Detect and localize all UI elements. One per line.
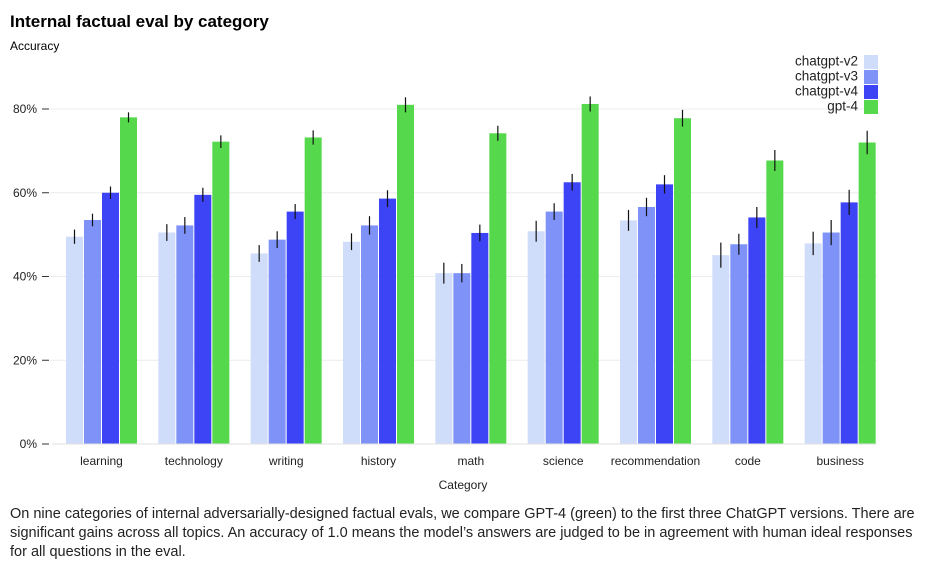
- bar-chatgpt-v3-learning: [84, 219, 101, 444]
- bar-chatgpt-v2-writing: [250, 253, 268, 444]
- bar-chatgpt-v4-science: [563, 182, 581, 444]
- bar-chatgpt-v2-technology: [158, 232, 176, 444]
- x-tick-label: writing: [268, 454, 304, 468]
- bar-chatgpt-v2-recommendation: [620, 220, 637, 444]
- chart-caption: On nine categories of internal adversari…: [10, 506, 915, 560]
- bar-gpt-4-history: [397, 104, 414, 444]
- y-axis-label: Accuracy: [10, 39, 60, 53]
- x-tick-label: code: [735, 454, 761, 468]
- bar-gpt-4-business: [858, 142, 876, 444]
- chart-title: Internal factual eval by category: [10, 12, 269, 31]
- bar-chatgpt-v4-writing: [286, 211, 304, 444]
- bar-chatgpt-v3-technology: [176, 225, 194, 444]
- x-tick-label: business: [816, 454, 863, 468]
- bar-gpt-4-math: [489, 133, 507, 444]
- bar-gpt-4-learning: [120, 117, 137, 444]
- y-tick-label: 0%: [20, 437, 38, 451]
- bar-gpt-4-code: [766, 160, 784, 444]
- bar-chatgpt-v3-recommendation: [638, 206, 655, 444]
- legend-label: chatgpt-v2: [795, 54, 858, 69]
- bar-chatgpt-v4-technology: [194, 194, 212, 444]
- bar-chatgpt-v3-business: [822, 232, 840, 444]
- bar-gpt-4-recommendation: [674, 118, 691, 445]
- legend-label: gpt-4: [827, 99, 858, 114]
- y-tick-label: 60%: [13, 186, 37, 200]
- bar-chatgpt-v3-science: [545, 211, 563, 444]
- y-tick-label: 80%: [13, 102, 37, 116]
- bar-chatgpt-v2-history: [343, 241, 360, 444]
- bar-chatgpt-v3-code: [730, 244, 748, 444]
- legend-label: chatgpt-v4: [795, 84, 859, 99]
- bar-chatgpt-v2-code: [712, 255, 730, 444]
- bar-chatgpt-v4-recommendation: [656, 184, 673, 444]
- y-tick-label: 40%: [13, 270, 37, 284]
- legend-swatch: [864, 70, 878, 84]
- bar-chatgpt-v4-math: [471, 232, 489, 444]
- bars: [66, 96, 876, 445]
- legend-swatch: [864, 100, 878, 114]
- bar-chatgpt-v4-code: [748, 217, 766, 444]
- bar-chatgpt-v2-business: [804, 243, 822, 444]
- bar-chatgpt-v3-writing: [268, 239, 286, 444]
- legend-label: chatgpt-v3: [795, 69, 858, 84]
- bar-chatgpt-v2-science: [527, 231, 545, 444]
- x-tick-label: science: [543, 454, 584, 468]
- x-tick-label: history: [361, 454, 396, 468]
- bar-gpt-4-science: [581, 103, 599, 444]
- x-tick-label: recommendation: [611, 454, 700, 468]
- bar-chatgpt-v2-math: [435, 273, 453, 444]
- bar-chart: 0% 20% 40% 60% 80% learning technology writing h…: [13, 54, 878, 492]
- legend-swatch: [864, 85, 878, 99]
- x-tick-label: learning: [80, 454, 123, 468]
- bar-chatgpt-v2-learning: [66, 236, 83, 444]
- axes: 0% 20% 40% 60% 80% learning technology writing h…: [13, 102, 877, 468]
- x-axis-label: Category: [439, 478, 488, 492]
- legend-swatch: [864, 55, 878, 69]
- y-tick-label: 20%: [13, 353, 37, 367]
- bar-chatgpt-v3-history: [361, 225, 378, 444]
- bar-gpt-4-writing: [304, 137, 322, 444]
- x-tick-label: math: [457, 454, 484, 468]
- bar-chatgpt-v4-business: [840, 202, 858, 444]
- bar-chatgpt-v4-learning: [102, 192, 119, 444]
- bar-chatgpt-v4-history: [379, 198, 396, 444]
- bar-chatgpt-v3-math: [453, 273, 471, 444]
- x-tick-label: technology: [165, 454, 223, 468]
- bar-gpt-4-technology: [212, 141, 230, 444]
